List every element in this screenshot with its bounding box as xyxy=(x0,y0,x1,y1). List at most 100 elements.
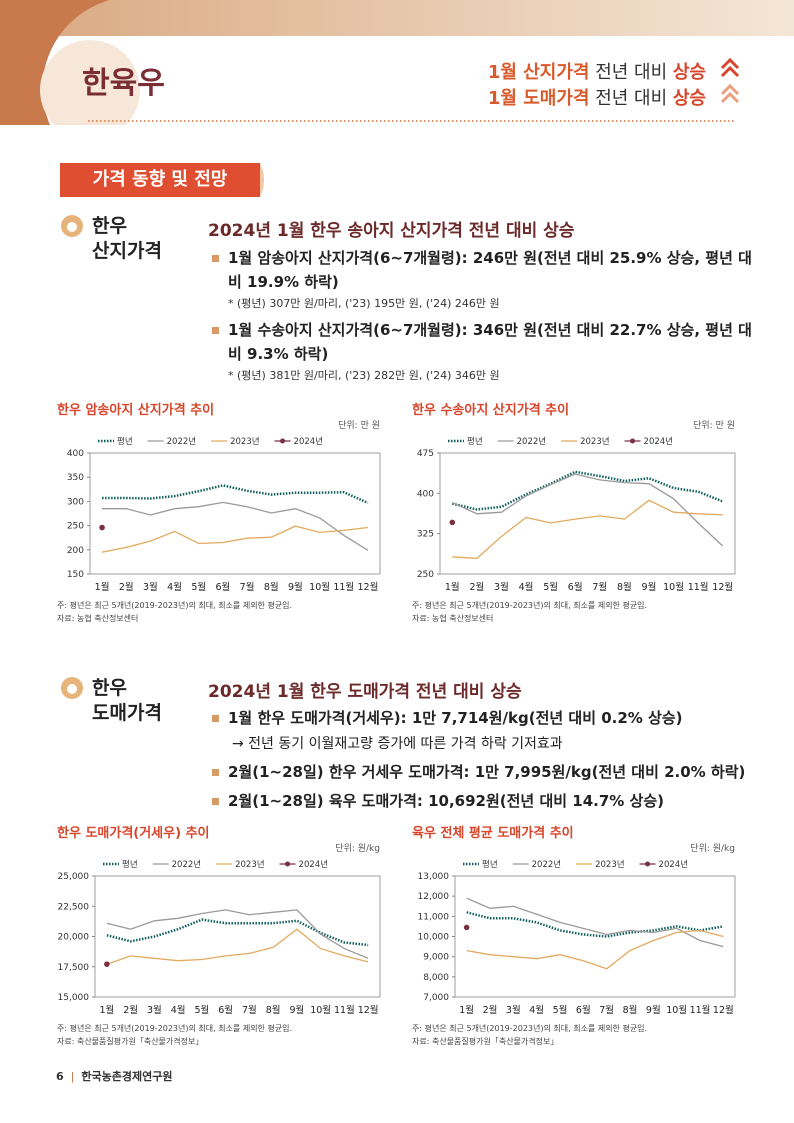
x-tick-label: 2월 xyxy=(119,581,134,593)
x-tick-label: 7월 xyxy=(242,1004,257,1016)
note: 주: 평년은 최근 5개년(2019-2023년)의 최대, 최소를 제외한 평… xyxy=(412,1023,647,1033)
bullet: 2월(1~28일) 한우 거세우 도매가격: 1만 7,995원/kg(전년 대… xyxy=(212,760,753,784)
bullet: 1월 암송아지 산지가격(6~7개월령): 246만 원(전년 대비 25.9%… xyxy=(212,246,753,294)
x-tick-label: 10월 xyxy=(309,581,330,593)
org: 한국농촌경제연구원 xyxy=(81,1070,173,1083)
x-tick-label: 9월 xyxy=(646,1004,661,1016)
legend-label: 평년 xyxy=(117,436,133,447)
series-line xyxy=(106,928,369,965)
x-tick-label: 12월 xyxy=(712,581,733,593)
legend-label: 평년 xyxy=(482,859,498,870)
y-tick-label: 20,000 xyxy=(58,933,90,943)
series-line xyxy=(106,909,369,959)
y-tick-label: 350 xyxy=(67,473,84,483)
icon xyxy=(61,677,83,699)
x-tick-label: 5월 xyxy=(191,581,206,593)
legend-label: 2023년 xyxy=(595,859,624,870)
x-tick-label: 5월 xyxy=(553,1004,568,1016)
x-tick-label: 8월 xyxy=(264,581,279,593)
legend-label: 2022년 xyxy=(517,436,546,447)
subsection-heading: 2024년 1월 한우 도매가격 전년 대비 상승 xyxy=(208,682,522,702)
series-line xyxy=(452,499,723,560)
x-tick-label: 8월 xyxy=(617,581,632,593)
footer: 6 | 한국농촌경제연구원 xyxy=(56,1070,173,1083)
series-line xyxy=(452,470,724,511)
y-tick-label: 17,500 xyxy=(58,963,90,973)
y-tick-label: 9,000 xyxy=(423,953,449,963)
x-tick-label: 9월 xyxy=(289,1004,304,1016)
series-line xyxy=(102,484,369,505)
note: 자료: 농협 축산정보센터 xyxy=(57,613,138,623)
series-line xyxy=(102,501,369,551)
x-tick-label: 4월 xyxy=(167,581,182,593)
headline: 1월 도매가격 전년 대비 상승 xyxy=(488,84,706,110)
point xyxy=(99,524,105,531)
series-line xyxy=(101,525,368,553)
note: 주: 평년은 최근 5개년(2019-2023년)의 최대, 최소를 제외한 평… xyxy=(412,600,647,610)
x-tick-label: 10월 xyxy=(310,1004,331,1016)
x-tick-label: 8월 xyxy=(623,1004,638,1016)
y-tick-label: 7,000 xyxy=(423,993,449,1003)
legend-label: 2022년 xyxy=(167,436,196,447)
x-tick-label: 1월 xyxy=(445,581,460,593)
legend-label: 평년 xyxy=(122,859,138,870)
legend-label: 2022년 xyxy=(532,859,561,870)
point xyxy=(449,519,456,526)
series-line xyxy=(466,911,724,938)
x-tick-label: 7월 xyxy=(592,581,607,593)
x-tick-label: 11월 xyxy=(333,581,354,593)
y-tick-label: 15,000 xyxy=(58,993,90,1003)
headline-part: 1월 산지가격 xyxy=(487,62,590,83)
icon xyxy=(61,215,83,237)
subsection-label: 한우 도매가격 xyxy=(92,676,162,726)
y-tick-label: 25,000 xyxy=(58,872,90,882)
x-tick-label: 2월 xyxy=(123,1004,138,1016)
x-tick-label: 6월 xyxy=(576,1004,591,1016)
bullet: 1월 수송아지 산지가격(6~7개월령): 346만 원(전년 대비 22.7%… xyxy=(212,318,753,366)
legend-label: 2023년 xyxy=(235,859,264,870)
x-tick-label: 2월 xyxy=(483,1004,498,1016)
label-line: 한우 xyxy=(92,677,127,699)
y-tick-label: 250 xyxy=(417,570,434,580)
headline-part: 전년 대비 xyxy=(589,88,673,109)
y-tick-label: 150 xyxy=(67,570,84,580)
legend-label: 2024년 xyxy=(644,436,673,447)
x-tick-label: 6월 xyxy=(568,581,583,593)
headline: 1월 산지가격 전년 대비 상승 xyxy=(488,58,706,84)
header-decoration xyxy=(0,0,794,125)
headline-part: 1월 도매가격 xyxy=(487,88,590,109)
x-tick-label: 12월 xyxy=(357,581,378,593)
subsection-label: 한우 산지가격 xyxy=(92,214,162,264)
unit: 단위: 만 원 xyxy=(338,420,380,431)
chart-title: 한우 수송아지 산지가격 추이 xyxy=(412,402,569,418)
legend-label: 2023년 xyxy=(580,436,609,447)
legend-label: 2024년 xyxy=(299,859,328,870)
bullet: 2월(1~28일) 육우 도매가격: 10,692원(전년 대비 14.7% 상… xyxy=(212,789,753,813)
x-tick-label: 9월 xyxy=(288,581,303,593)
headline-part: 상승 xyxy=(672,88,706,109)
chart-title: 한우 도매가격(거세우) 추이 xyxy=(57,825,210,841)
unit: 단위: 만 원 xyxy=(693,420,735,431)
note: * (평년) 307만 원/마리, ('23) 195만 원, ('24) 24… xyxy=(228,297,500,310)
note: 자료: 축산물품질평가원「축산물가격정보」 xyxy=(412,1036,558,1046)
plot-frame xyxy=(94,875,381,998)
legend-label: 2024년 xyxy=(659,859,688,870)
headline-part: 전년 대비 xyxy=(589,62,673,83)
chart-title: 육우 전체 평균 도매가격 추이 xyxy=(412,825,574,841)
y-tick-label: 325 xyxy=(417,530,434,540)
y-tick-label: 13,000 xyxy=(418,872,450,882)
x-tick-label: 11월 xyxy=(688,581,709,593)
x-tick-label: 9월 xyxy=(642,581,657,593)
subsection-heading: 2024년 1월 한우 송아지 산지가격 전년 대비 상승 xyxy=(208,221,575,241)
unit: 단위: 원/kg xyxy=(335,843,380,854)
x-tick-label: 2월 xyxy=(469,581,484,593)
x-tick-label: 1월 xyxy=(99,1004,114,1016)
x-tick-label: 5월 xyxy=(194,1004,209,1016)
series-line xyxy=(466,929,724,970)
x-tick-label: 11월 xyxy=(334,1004,355,1016)
legend-label: 2022년 xyxy=(172,859,201,870)
series-line xyxy=(466,897,724,948)
x-tick-label: 4월 xyxy=(519,581,534,593)
